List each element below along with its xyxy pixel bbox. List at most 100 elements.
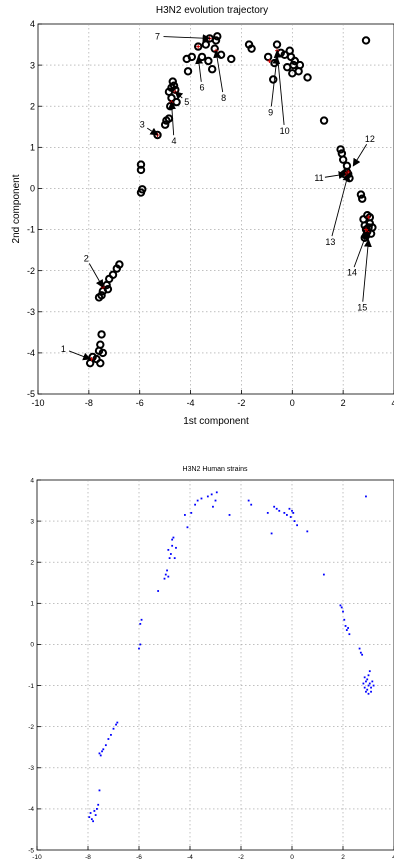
data-point — [190, 511, 193, 514]
x-tick-label: -10 — [32, 854, 42, 861]
data-point — [367, 674, 370, 677]
data-point — [366, 688, 369, 691]
data-point — [115, 260, 124, 269]
data-point — [361, 36, 371, 45]
data-point — [283, 62, 292, 72]
data-point — [247, 44, 256, 53]
data-point — [200, 497, 203, 500]
data-point — [361, 653, 364, 656]
data-point — [227, 54, 236, 64]
data-point — [339, 604, 342, 607]
x-tick-label: 0 — [290, 398, 295, 408]
data-point — [365, 690, 367, 693]
annotation-label: 12 — [365, 134, 375, 144]
annotation-label: 15 — [357, 303, 367, 313]
data-point — [98, 789, 101, 792]
data-point — [370, 686, 372, 689]
annotation-label: 4 — [172, 136, 177, 146]
y-tick-label: 2 — [30, 101, 35, 111]
data-point — [104, 744, 107, 747]
x-tick-label: 2 — [341, 854, 345, 861]
data-point — [112, 727, 115, 730]
data-point — [367, 692, 370, 695]
data-point — [169, 553, 172, 555]
data-point — [206, 495, 209, 498]
data-point — [365, 680, 367, 683]
data-point — [103, 284, 113, 294]
data-point — [140, 618, 143, 621]
data-point — [97, 330, 106, 339]
data-point — [269, 75, 278, 84]
data-point — [368, 670, 371, 673]
data-point — [358, 194, 367, 203]
data-point — [347, 627, 349, 629]
annotation-arrow — [213, 49, 224, 93]
x-tick-label: -6 — [136, 854, 142, 861]
annotation-arrow — [68, 350, 92, 361]
x-tick-label: 4 — [391, 398, 394, 408]
data-point — [168, 77, 177, 86]
annotation-arrow — [331, 173, 351, 237]
data-point — [172, 536, 175, 539]
data-point — [322, 573, 325, 576]
y-tick-label: -2 — [27, 266, 35, 276]
data-point — [247, 499, 250, 502]
data-point — [228, 514, 231, 516]
plot-area — [37, 23, 394, 395]
data-point — [166, 569, 168, 572]
data-point — [291, 509, 293, 512]
data-point — [356, 190, 366, 199]
annotation-arrow — [195, 55, 204, 82]
y-tick-label: -4 — [27, 348, 35, 358]
annotation-label: 6 — [200, 83, 205, 93]
data-point — [362, 682, 365, 685]
y-tick-label: -5 — [28, 847, 34, 854]
data-point — [370, 690, 372, 693]
y-tick-label: -3 — [27, 307, 35, 317]
data-point — [345, 629, 348, 631]
data-point — [169, 81, 179, 90]
x-axis-label: 1st component — [183, 416, 249, 427]
data-point — [89, 812, 92, 814]
data-point — [97, 803, 100, 806]
data-point — [96, 807, 98, 810]
x-tick-label: 4 — [392, 854, 394, 861]
data-point — [164, 573, 167, 576]
x-tick-label: -2 — [237, 398, 245, 408]
data-point — [295, 60, 305, 70]
data-point — [212, 505, 214, 508]
data-point — [196, 499, 199, 502]
y-tick-label: 3 — [30, 518, 34, 525]
data-point — [273, 505, 276, 508]
highlight-point — [366, 215, 371, 220]
y-tick-label: -1 — [28, 683, 34, 690]
data-point — [160, 120, 170, 129]
data-point — [96, 358, 105, 368]
data-point — [292, 511, 295, 514]
data-point — [210, 493, 213, 496]
data-point — [359, 651, 362, 654]
data-point — [288, 69, 297, 78]
annotation-arrow — [273, 49, 285, 125]
annotation-arrow — [146, 127, 159, 136]
data-point — [363, 686, 366, 689]
x-tick-label: -8 — [85, 854, 91, 861]
highlight-point — [196, 44, 201, 49]
data-point — [296, 524, 298, 527]
highlight-point — [267, 59, 272, 63]
y-tick-label: -1 — [27, 225, 35, 235]
annotation-label: 14 — [347, 268, 357, 278]
y-tick-label: -5 — [27, 389, 35, 399]
y-tick-label: -2 — [28, 724, 34, 731]
annotation-label: 11 — [314, 173, 323, 183]
annotation-arrow — [362, 238, 372, 302]
data-point — [344, 625, 347, 627]
data-point — [107, 738, 110, 740]
annotation-arrow — [353, 230, 369, 268]
data-point — [211, 36, 221, 45]
annotation-arrow — [88, 263, 104, 288]
human-strains-chart: H3N2 Human strains -10-8-6-4-2024-5-4-3-… — [28, 466, 394, 861]
data-point — [278, 509, 281, 512]
x-tick-label: -2 — [238, 854, 244, 861]
